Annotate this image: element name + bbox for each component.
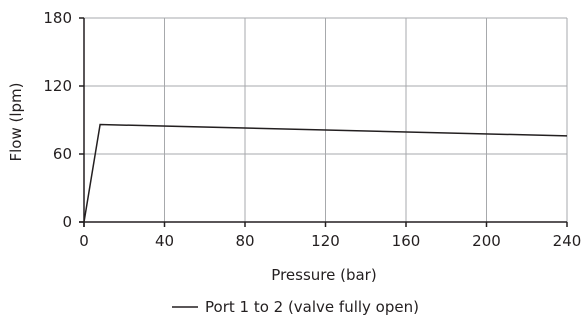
x-tick-label: 80 bbox=[235, 232, 254, 250]
x-tick-label: 160 bbox=[392, 232, 421, 250]
x-tick-label: 0 bbox=[79, 232, 89, 250]
x-axis-title: Pressure (bar) bbox=[271, 266, 376, 284]
legend: Port 1 to 2 (valve fully open) bbox=[172, 298, 419, 316]
legend-label: Port 1 to 2 (valve fully open) bbox=[205, 298, 419, 316]
grid-lines bbox=[84, 17, 568, 222]
y-tick-label: 180 bbox=[43, 9, 72, 27]
x-tick-label: 120 bbox=[311, 232, 340, 250]
y-tick-label: 60 bbox=[53, 145, 72, 163]
axes bbox=[79, 17, 568, 227]
series-layer bbox=[83, 123, 568, 223]
y-tick-label: 0 bbox=[62, 213, 72, 231]
y-tick-labels: 0 60 120 180 bbox=[43, 9, 72, 231]
x-tick-label: 200 bbox=[472, 232, 501, 250]
x-tick-label: 40 bbox=[155, 232, 174, 250]
y-tick-label: 120 bbox=[43, 77, 72, 95]
x-tick-label: 240 bbox=[553, 232, 582, 250]
series-line-0 bbox=[83, 123, 568, 223]
y-axis-title: Flow (lpm) bbox=[7, 82, 25, 161]
x-tick-labels: 0 40 80 120 160 200 240 bbox=[79, 232, 581, 250]
